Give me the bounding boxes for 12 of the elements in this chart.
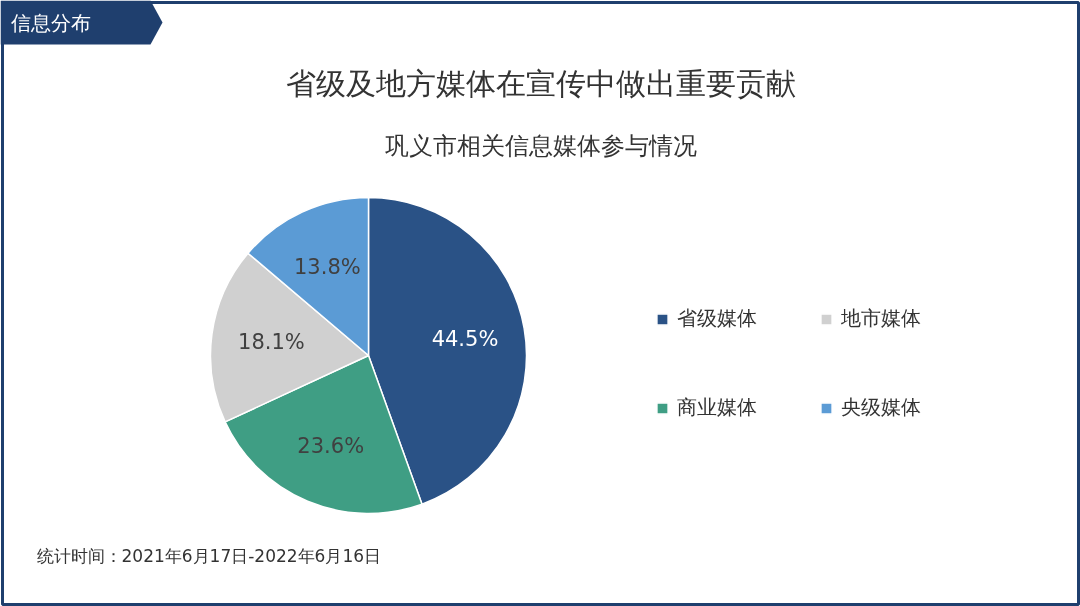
legend-label: 商业媒体	[677, 394, 757, 421]
text: 信息分布	[10, 10, 91, 35]
data-label: 18.1%	[238, 330, 305, 355]
data-label: 23.6%	[297, 433, 365, 458]
legend-label: 省级媒体	[677, 305, 757, 332]
chart-subtitle: 巩义市相关信息媒体参与情况	[384, 131, 697, 160]
data-label: 13.8%	[293, 254, 361, 279]
data-label: 44.5%	[431, 326, 499, 351]
legend-label: 央级媒体	[841, 394, 921, 421]
chart-title: 省级及地方媒体在宣传中做出重要贡献	[285, 66, 796, 101]
text: 统计时间：2021年6月17日-2022年6月16日	[36, 545, 382, 566]
legend-label: 地市媒体	[841, 305, 921, 332]
